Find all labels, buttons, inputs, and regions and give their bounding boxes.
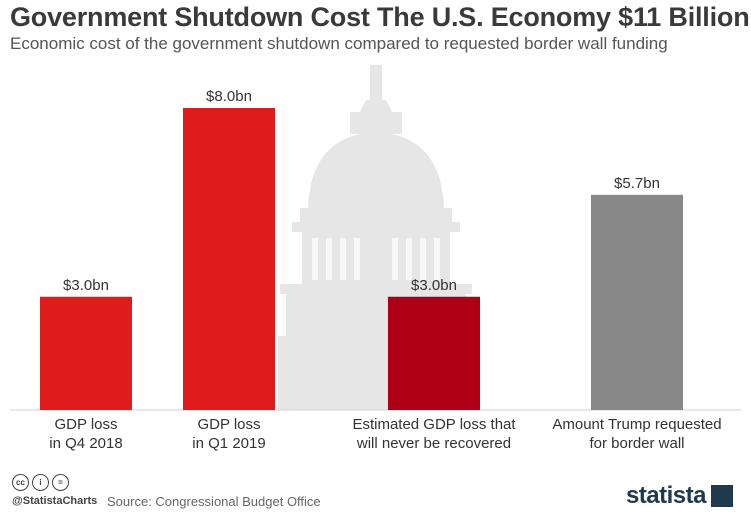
by-icon: i	[32, 474, 49, 491]
cc-icon: cc	[12, 474, 29, 491]
chart-title: Government Shutdown Cost The U.S. Econom…	[10, 2, 750, 32]
category-label-4: Amount Trump requested for border wall	[552, 416, 721, 452]
bar-2	[183, 108, 275, 410]
chart-subtitle: Economic cost of the government shutdown…	[10, 34, 668, 53]
bar-value-label-2: $8.0bn	[206, 88, 252, 105]
source-note: Source: Congressional Budget Office	[107, 494, 321, 509]
bar-3	[388, 296, 480, 410]
statista-logo-icon	[711, 485, 733, 507]
capitol-columns	[312, 238, 440, 280]
bar-value-label-3: $3.0bn	[411, 277, 457, 294]
license-icons: cc i =	[12, 474, 69, 491]
bar-1	[40, 296, 132, 410]
bar-value-label-1: $3.0bn	[63, 277, 109, 294]
statista-logo[interactable]: statista	[626, 482, 733, 510]
bar-value-label-4: $5.7bn	[614, 175, 660, 192]
statista-wordmark: statista	[625, 482, 707, 509]
nd-icon: =	[52, 474, 69, 491]
category-label-3: Estimated GDP loss that will never be rec…	[352, 416, 516, 452]
bar-4	[591, 194, 683, 410]
statista-handle[interactable]: @StatistaCharts	[12, 495, 98, 507]
category-label-2: GDP loss in Q1 2019	[192, 416, 265, 452]
category-label-1: GDP loss in Q4 2018	[49, 416, 122, 452]
